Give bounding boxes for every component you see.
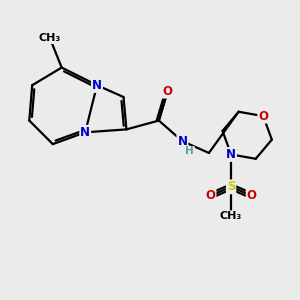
Text: N: N (92, 79, 102, 92)
Text: N: N (92, 79, 102, 92)
Text: S: S (227, 180, 235, 193)
Text: CH₃: CH₃ (39, 33, 61, 43)
Text: O: O (258, 110, 268, 123)
Text: N: N (80, 126, 90, 139)
Text: H: H (185, 146, 194, 157)
Text: O: O (163, 85, 173, 98)
Text: CH₃: CH₃ (220, 211, 242, 221)
Text: N: N (226, 148, 236, 161)
Text: O: O (247, 189, 257, 202)
Text: O: O (206, 189, 215, 202)
Text: N: N (177, 135, 188, 148)
